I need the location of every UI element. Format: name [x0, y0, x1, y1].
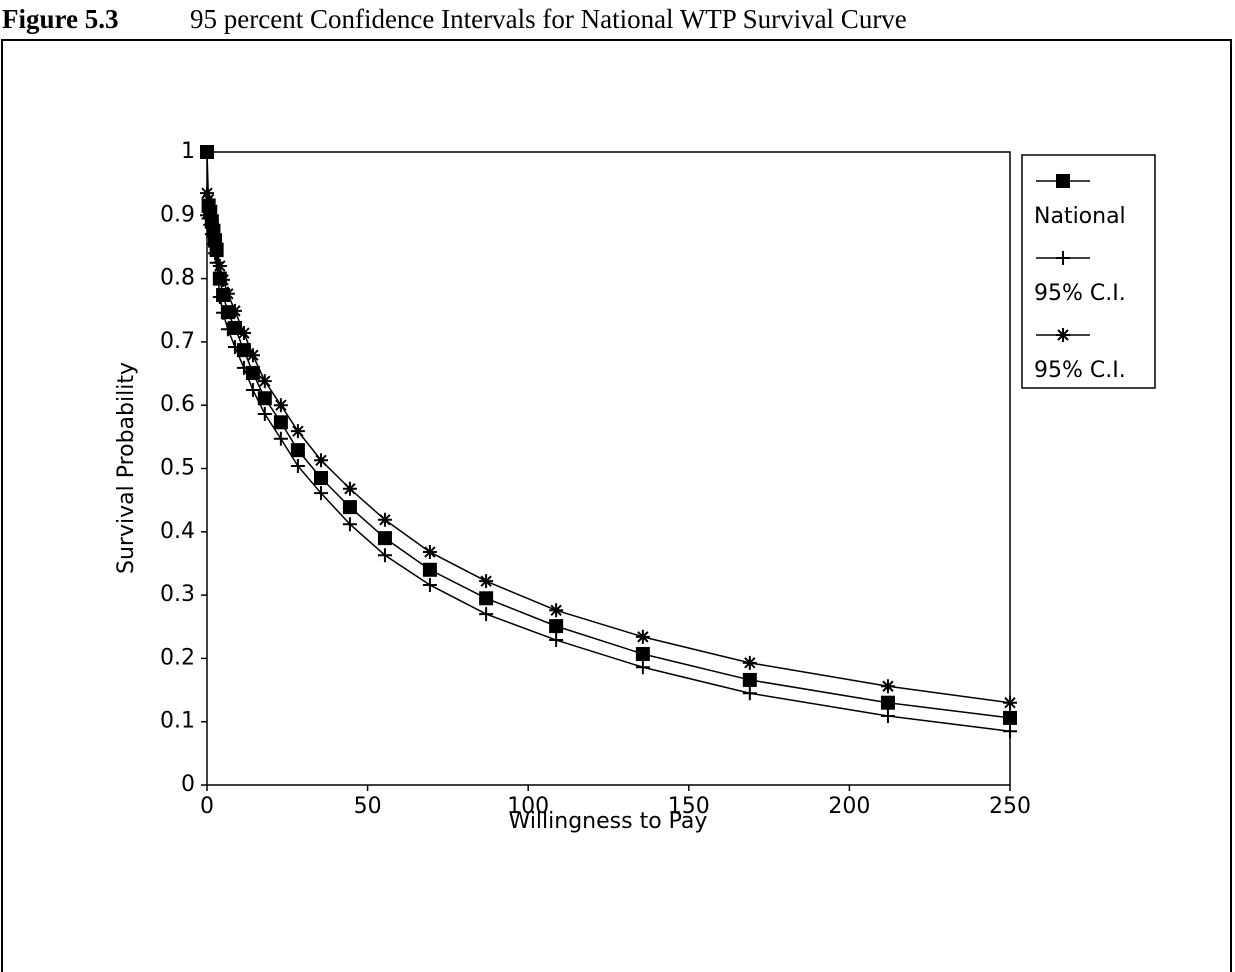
marker-plus	[342, 517, 357, 532]
marker-plus	[257, 407, 272, 422]
x-tick-label: 0	[200, 794, 214, 819]
marker-plus	[227, 339, 242, 354]
legend-label: National	[1034, 204, 1126, 229]
x-tick-label: 200	[828, 794, 870, 819]
marker-star	[342, 481, 357, 496]
marker-star	[209, 236, 224, 251]
y-tick-label: 0.9	[160, 202, 195, 227]
marker-plus	[216, 305, 231, 320]
y-tick-label: 0.6	[160, 392, 195, 417]
marker-star	[204, 208, 219, 223]
marker-square	[314, 470, 329, 485]
marker-star	[549, 603, 564, 618]
y-tick-label: 0.5	[160, 456, 195, 481]
marker-star	[212, 258, 227, 273]
legend-frame	[1021, 154, 1156, 389]
marker-square	[1003, 710, 1017, 725]
marker-square	[422, 562, 437, 577]
marker-star	[1056, 328, 1070, 342]
marker-plus	[377, 548, 392, 563]
x-tick-label: 50	[354, 794, 382, 819]
x-tick-label: 100	[507, 794, 549, 819]
marker-star	[216, 272, 231, 287]
marker-square	[290, 443, 305, 458]
marker-plus	[549, 633, 564, 648]
marker-square	[1056, 174, 1070, 188]
marker-plus	[635, 660, 650, 675]
marker-plus	[1056, 251, 1070, 265]
marker-plus	[479, 607, 494, 622]
marker-star	[201, 192, 216, 207]
marker-star	[742, 655, 757, 670]
marker-square	[377, 531, 392, 546]
marker-square	[342, 500, 357, 515]
marker-plus	[236, 360, 251, 375]
legend-label: 95% C.I.	[1034, 358, 1126, 383]
y-tick-label: 0.8	[160, 266, 195, 291]
marker-plus	[245, 383, 260, 398]
marker-plus	[1003, 724, 1017, 739]
marker-square	[245, 365, 260, 380]
marker-star	[206, 217, 221, 232]
y-tick-label: 0	[181, 772, 195, 797]
x-axis-label: Willingness to Pay	[509, 809, 708, 834]
marker-star	[314, 453, 329, 468]
marker-star	[208, 227, 223, 242]
series-line	[206, 192, 1011, 704]
marker-star	[290, 424, 305, 439]
marker-star	[880, 679, 895, 694]
marker-square	[227, 320, 242, 335]
marker-star	[635, 629, 650, 644]
marker-star	[1003, 695, 1017, 710]
marker-square	[549, 619, 564, 634]
marker-plus	[742, 686, 757, 701]
marker-square	[273, 415, 288, 430]
marker-star	[479, 574, 494, 589]
marker-star	[422, 545, 437, 560]
marker-star	[245, 348, 260, 363]
marker-square	[742, 672, 757, 687]
marker-star	[377, 512, 392, 527]
marker-plus	[880, 709, 895, 724]
y-tick-label: 0.3	[160, 582, 195, 607]
marker-plus	[273, 431, 288, 446]
x-tick-label: 150	[668, 794, 710, 819]
marker-square	[479, 591, 494, 606]
y-axis-label: Survival Probability	[114, 362, 139, 574]
plot-frame	[206, 151, 1011, 786]
marker-star	[227, 303, 242, 318]
marker-square	[257, 391, 272, 406]
y-tick-label: 0.1	[160, 709, 195, 734]
y-tick-label: 0.4	[160, 519, 195, 544]
x-tick-label: 250	[989, 794, 1031, 819]
series-line	[206, 151, 1011, 719]
marker-plus	[290, 458, 305, 473]
chart-title: 95 percent Confidence Intervals for Nati…	[190, 4, 907, 34]
marker-star	[203, 198, 218, 213]
marker-square	[200, 145, 214, 159]
marker-star	[200, 186, 214, 201]
y-tick-label: 1	[181, 139, 195, 164]
marker-star	[273, 398, 288, 413]
marker-square	[635, 646, 650, 661]
y-tick-label: 0.7	[160, 329, 195, 354]
marker-plus	[208, 246, 223, 261]
y-tick-label: 0.2	[160, 645, 195, 670]
figure-frame	[1, 39, 1232, 972]
marker-plus	[422, 577, 437, 592]
marker-star	[220, 286, 235, 301]
figure-number: Figure 5.3	[2, 4, 119, 34]
legend-label: 95% C.I.	[1034, 281, 1126, 306]
marker-plus	[314, 486, 329, 501]
marker-plus	[220, 322, 235, 337]
marker-star	[236, 326, 251, 341]
marker-square	[880, 695, 895, 710]
marker-star	[257, 374, 272, 389]
